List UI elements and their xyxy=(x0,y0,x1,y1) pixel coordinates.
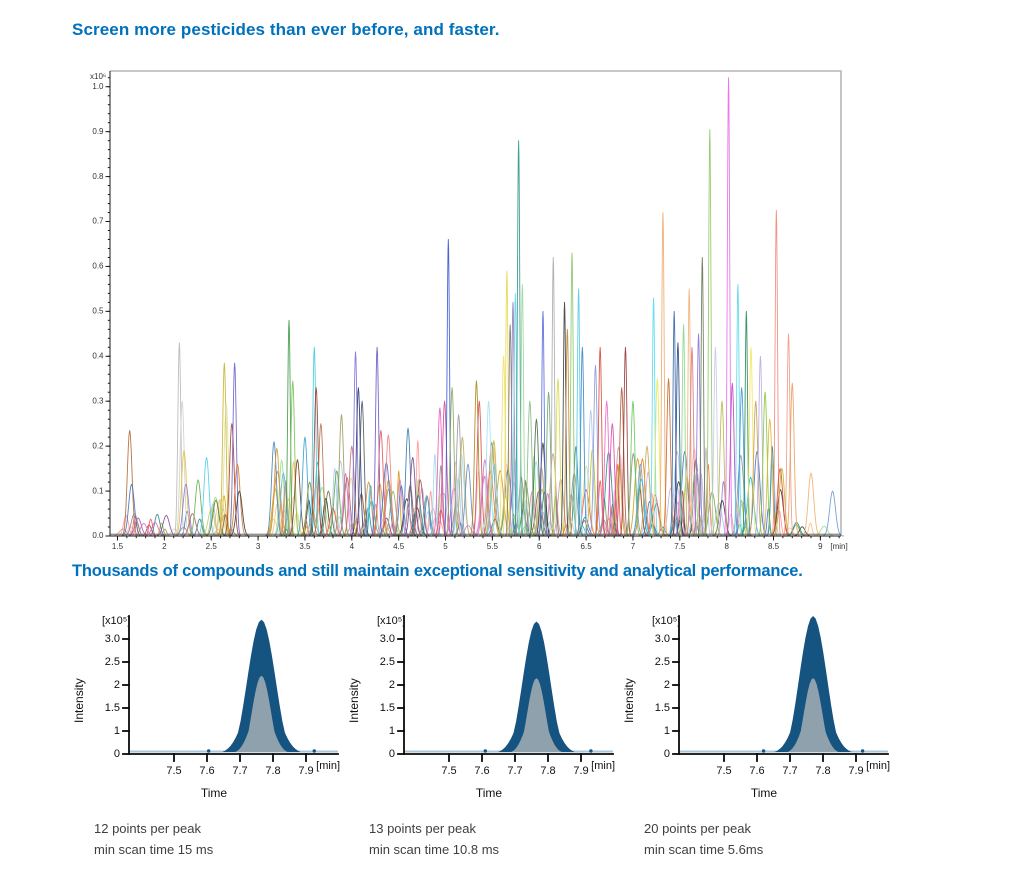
chart-caption: 20 points per peak min scan time 5.6ms xyxy=(644,818,763,860)
sensitivity-chart-2: Intensity Time 13 points per peak min sc… xyxy=(347,604,624,860)
chart-caption: 12 points per peak min scan time 15 ms xyxy=(94,818,213,860)
min-scan-time-text: min scan time 15 ms xyxy=(94,842,214,857)
section-subtitle: Thousands of compounds and still maintai… xyxy=(72,561,803,580)
sensitivity-chart-1: Intensity Time 12 points per peak min sc… xyxy=(72,604,349,860)
sensitivity-chart-3: Intensity Time 20 points per peak min sc… xyxy=(622,604,899,860)
min-scan-time-text: min scan time 5.6ms xyxy=(644,842,764,857)
chromatogram-chart xyxy=(88,66,950,561)
points-per-peak-text: 20 points per peak xyxy=(644,821,751,836)
x-axis-label: Time xyxy=(475,786,503,800)
x-axis-label: Time xyxy=(200,786,228,800)
points-per-peak-text: 13 points per peak xyxy=(369,821,476,836)
y-axis-label: Intensity xyxy=(72,678,86,724)
page-title: Screen more pesticides than ever before,… xyxy=(72,20,500,39)
sensitivity-canvas-3 xyxy=(638,604,890,780)
points-per-peak-text: 12 points per peak xyxy=(94,821,201,836)
sensitivity-charts-row: Intensity Time 12 points per peak min sc… xyxy=(72,604,899,860)
chart-caption: 13 points per peak min scan time 10.8 ms xyxy=(369,818,499,860)
min-scan-time-text: min scan time 10.8 ms xyxy=(369,842,500,857)
chromatogram-canvas xyxy=(88,66,950,561)
sensitivity-canvas-1 xyxy=(88,604,340,780)
x-axis-label: Time xyxy=(750,786,778,800)
y-axis-label: Intensity xyxy=(347,678,361,724)
y-axis-label: Intensity xyxy=(622,678,636,724)
sensitivity-canvas-2 xyxy=(363,604,615,780)
